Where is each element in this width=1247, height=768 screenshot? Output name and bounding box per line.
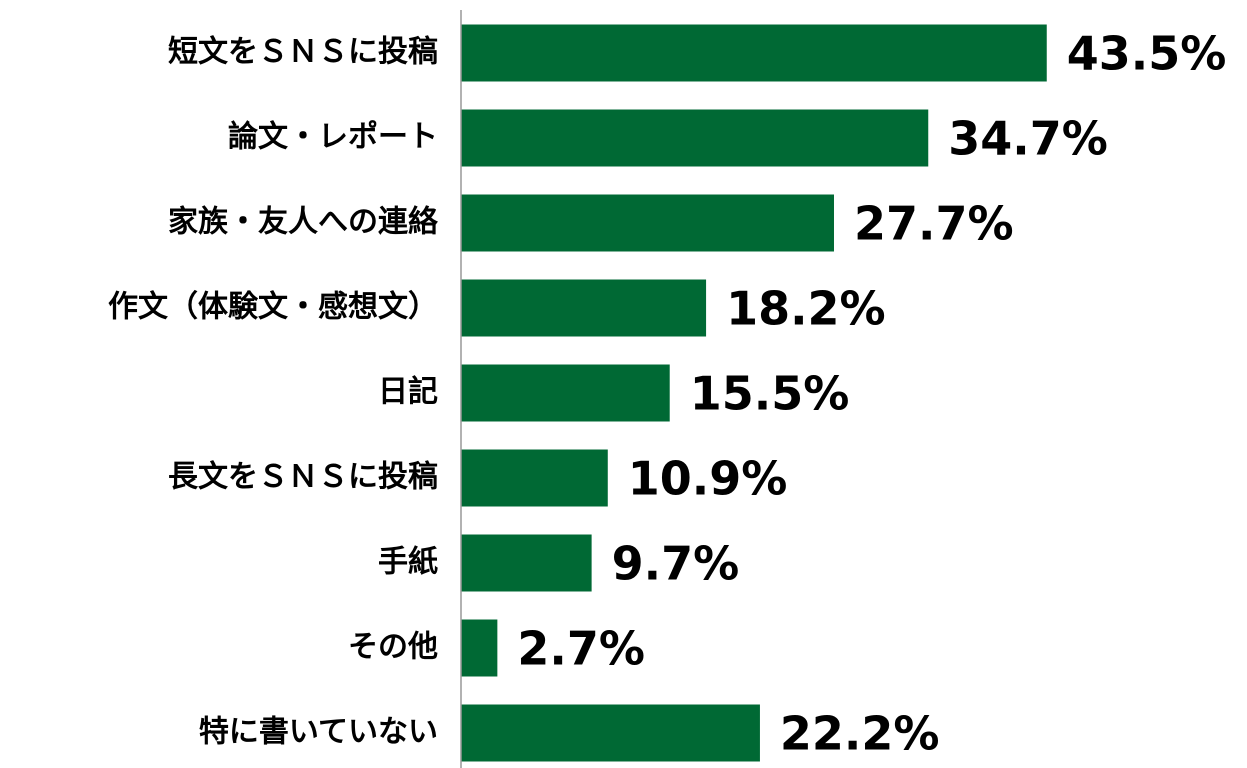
value-label: 43.5% [1067,27,1227,81]
category-label: 家族・友人への連絡 [168,205,439,240]
category-label: 論文・レポート [228,120,438,155]
value-label: 10.9% [628,452,788,506]
value-label: 9.7% [612,537,740,591]
bar [461,534,592,592]
bar [461,109,929,167]
category-label: 作文（体験文・感想文） [108,290,438,325]
category-label: 短文をＳＮＳに投稿 [168,35,438,70]
value-label: 18.2% [726,282,886,336]
value-label: 22.2% [780,707,940,761]
bar [461,194,834,252]
bar [461,279,707,337]
bar [461,619,498,677]
category-label: 手紙 [378,545,438,580]
category-label: 特に書いていない [199,715,438,750]
bar [461,704,760,762]
bar [461,449,608,507]
value-label: 27.7% [854,197,1014,251]
value-label: 34.7% [948,112,1108,166]
category-label: その他 [348,630,438,665]
value-label: 2.7% [517,622,645,676]
category-label: 日記 [378,375,438,410]
category-label: 長文をＳＮＳに投稿 [168,460,438,495]
value-label: 15.5% [690,367,850,421]
bar [461,364,670,422]
bar [461,24,1047,82]
